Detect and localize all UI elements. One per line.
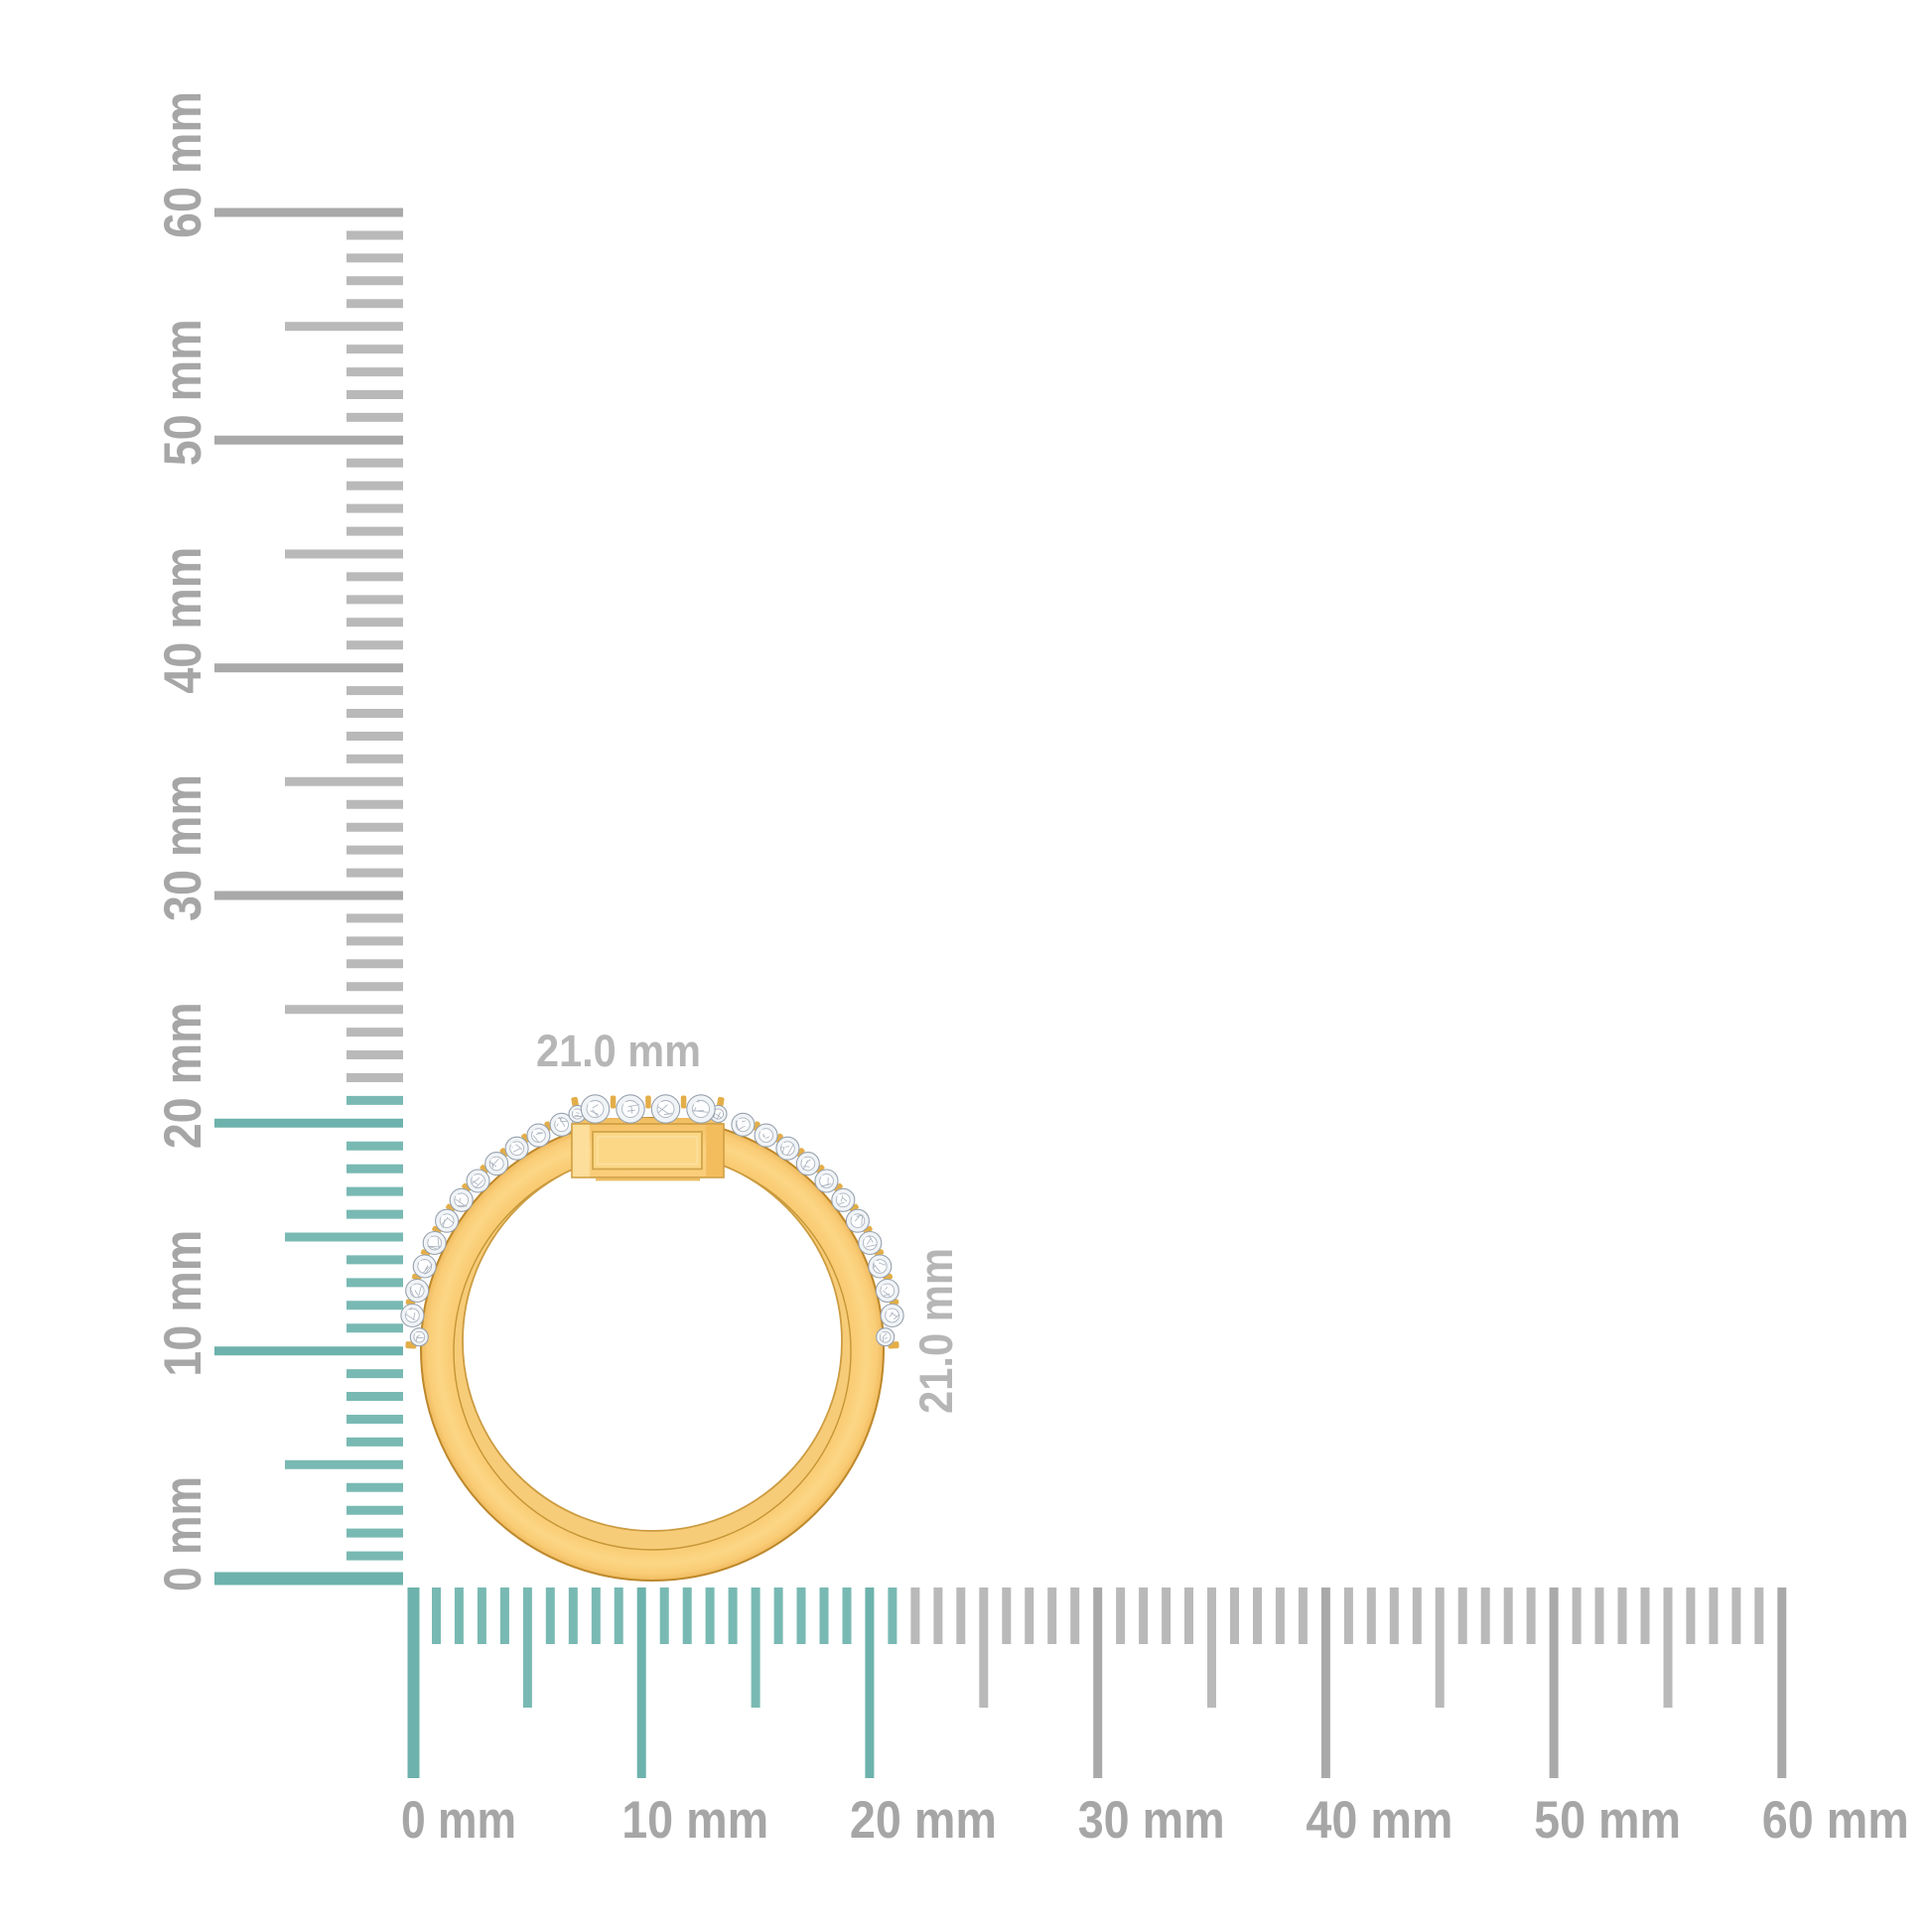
svg-text:40 mm: 40 mm xyxy=(1306,1791,1452,1850)
svg-text:30 mm: 30 mm xyxy=(154,774,212,921)
svg-text:30 mm: 30 mm xyxy=(1078,1791,1225,1850)
svg-text:21.0 mm: 21.0 mm xyxy=(536,1026,701,1076)
svg-text:40 mm: 40 mm xyxy=(154,547,212,694)
svg-text:20 mm: 20 mm xyxy=(154,1002,212,1149)
svg-text:0 mm: 0 mm xyxy=(154,1476,212,1591)
svg-text:21.0 mm: 21.0 mm xyxy=(909,1248,962,1414)
svg-text:10 mm: 10 mm xyxy=(621,1791,768,1850)
svg-text:50 mm: 50 mm xyxy=(1534,1791,1681,1850)
svg-text:20 mm: 20 mm xyxy=(850,1791,997,1850)
svg-text:60 mm: 60 mm xyxy=(154,91,212,238)
svg-text:10 mm: 10 mm xyxy=(154,1230,212,1377)
svg-text:60 mm: 60 mm xyxy=(1762,1791,1909,1850)
svg-text:50 mm: 50 mm xyxy=(154,319,212,466)
svg-text:0 mm: 0 mm xyxy=(401,1791,516,1850)
